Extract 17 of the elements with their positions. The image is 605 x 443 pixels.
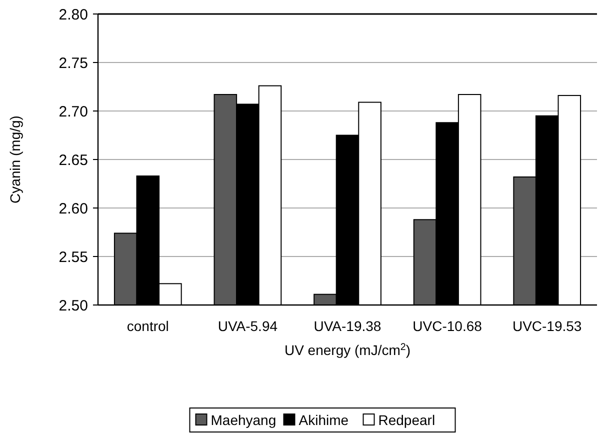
y-axis-title: Cyanin (mg/g) xyxy=(7,116,23,204)
x-tick-label: UVA-19.38 xyxy=(314,318,382,334)
y-tick-label: 2.50 xyxy=(58,297,88,314)
x-tick-label: UVA-5.94 xyxy=(218,318,278,334)
x-axis-title: UV energy (mJ/cm$^{2}$) xyxy=(284,342,411,358)
y-tick-label: 2.75 xyxy=(58,54,88,72)
legend-label: Redpearl xyxy=(378,412,436,428)
x-tick-label: UVC-10.68 xyxy=(412,318,482,334)
y-tick-label: 2.80 xyxy=(58,6,88,24)
legend-label: Maehyang xyxy=(210,412,276,428)
legend-label: Akihime xyxy=(298,412,349,428)
x-tick-label: UVC-19.53 xyxy=(512,318,582,334)
y-tick-label: 2.65 xyxy=(58,152,88,169)
y-tick-label: 2.60 xyxy=(58,200,88,218)
y-tick-label: 2.55 xyxy=(58,248,88,266)
x-tick-label: control xyxy=(126,318,169,334)
y-tick-label: 2.70 xyxy=(58,103,88,120)
